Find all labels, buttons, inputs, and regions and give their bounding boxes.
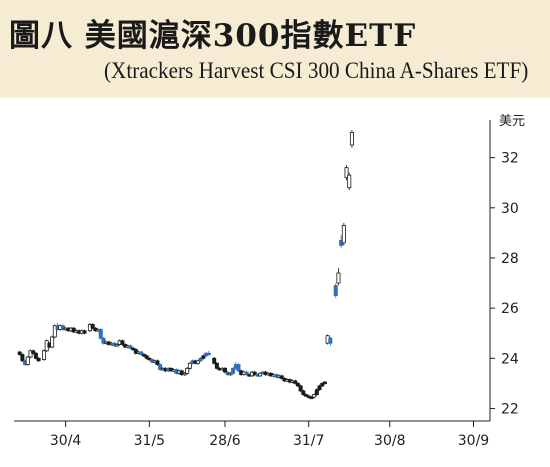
candle-body xyxy=(52,325,57,338)
candle-body xyxy=(182,372,187,376)
candle-body xyxy=(28,350,33,358)
candle-body xyxy=(120,340,125,345)
candle-body xyxy=(50,336,55,348)
candle-body xyxy=(36,357,41,362)
candle-body xyxy=(141,354,146,357)
candle-body xyxy=(295,382,300,387)
candle-body xyxy=(252,371,257,375)
candle-body xyxy=(131,347,136,351)
candle-body xyxy=(33,352,38,359)
candle-body xyxy=(309,396,314,400)
x-tick-label: 31/5 xyxy=(134,433,165,449)
candle-body xyxy=(133,349,138,354)
x-tick-label: 30/4 xyxy=(50,433,82,449)
candle-body xyxy=(341,224,346,244)
candle-body xyxy=(258,372,263,377)
candle-body xyxy=(206,352,211,356)
candle-body xyxy=(98,329,103,339)
candle-body xyxy=(236,364,241,372)
candle-body xyxy=(344,167,349,179)
candle-body xyxy=(333,285,338,296)
candle-body xyxy=(301,390,306,396)
candle-body xyxy=(328,337,333,344)
candle-body xyxy=(279,375,284,379)
candle-body xyxy=(320,382,325,387)
candle-body xyxy=(82,330,87,334)
y-tick-label: 24 xyxy=(501,351,519,367)
candle-body xyxy=(231,367,236,374)
candle-body xyxy=(144,355,149,359)
candle-body xyxy=(185,367,190,374)
candle-body xyxy=(31,350,36,354)
candle-body xyxy=(244,371,249,375)
candle-body xyxy=(25,356,30,365)
y-tick-label: 32 xyxy=(501,151,519,167)
candle-body xyxy=(349,132,354,146)
candle-body xyxy=(187,362,192,369)
candle-body xyxy=(317,385,322,391)
candle-body xyxy=(336,272,341,284)
candle-body xyxy=(312,394,317,398)
candle-body xyxy=(179,370,184,375)
x-tick-label: 28/6 xyxy=(209,433,241,449)
candle-body xyxy=(228,372,233,376)
candle-body xyxy=(155,360,160,365)
candle-body xyxy=(322,381,327,385)
candle-body xyxy=(101,337,106,344)
candle-body xyxy=(212,357,217,364)
x-tick-label: 31/7 xyxy=(293,433,324,449)
y-axis-unit-label: 美元 xyxy=(499,114,526,129)
y-tick-label: 30 xyxy=(501,201,519,217)
x-tick-label: 30/8 xyxy=(374,433,405,449)
candle-body xyxy=(304,394,309,397)
candle-body xyxy=(147,357,152,361)
candle-body xyxy=(42,350,47,360)
y-tick-label: 26 xyxy=(501,301,519,317)
candle-body xyxy=(114,344,119,347)
candle-body xyxy=(195,360,200,364)
chart-subtitle: (Xtrackers Harvest CSI 300 China A-Share… xyxy=(104,58,529,83)
candle-body xyxy=(201,355,206,359)
title-band: 圖八 美國滬深300指數ETF (Xtrackers Harvest CSI 3… xyxy=(0,0,550,98)
candle-body xyxy=(158,364,163,370)
candle-body xyxy=(90,324,95,329)
candle-body xyxy=(17,351,22,355)
candle-body xyxy=(60,325,65,330)
candle-body xyxy=(139,351,144,355)
candle-body xyxy=(20,354,25,362)
candle-body xyxy=(293,380,298,384)
candle-body xyxy=(222,367,227,373)
chart-title: 圖八 美國滬深300指數ETF xyxy=(9,18,417,54)
candle-body xyxy=(71,327,76,333)
x-tick-label: 30/9 xyxy=(458,433,489,449)
candle-body xyxy=(214,362,219,369)
candle-body xyxy=(347,174,352,189)
y-tick-label: 28 xyxy=(501,251,519,267)
candle-body xyxy=(298,385,303,392)
candle-body xyxy=(198,357,203,362)
candle-body xyxy=(314,389,319,396)
candle-body xyxy=(306,395,311,398)
candle-body xyxy=(128,345,133,349)
y-tick-label: 22 xyxy=(501,401,519,417)
